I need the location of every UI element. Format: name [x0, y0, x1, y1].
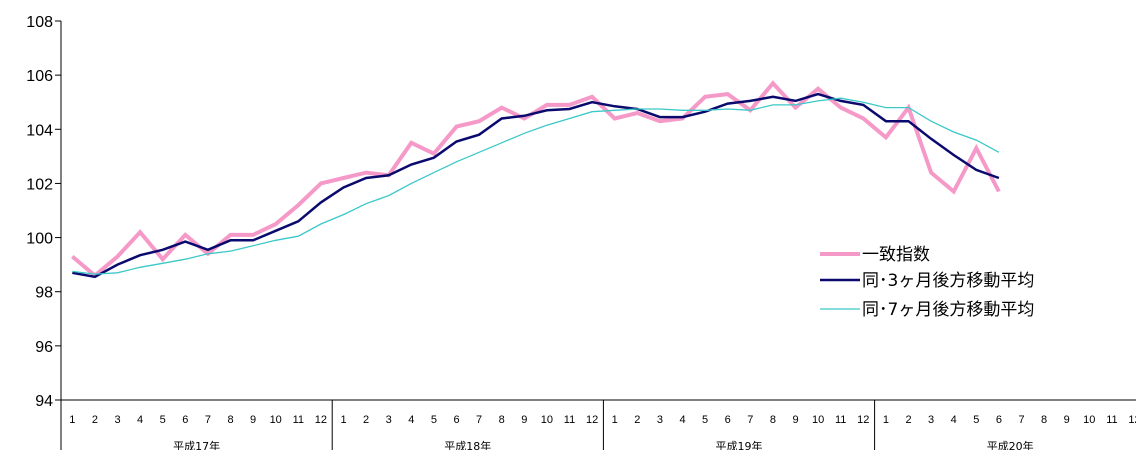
x-tick-label: 8: [227, 414, 233, 426]
y-tick-label: 108: [26, 14, 53, 31]
x-tick-label: 3: [657, 414, 663, 426]
x-tick-label: 5: [160, 414, 166, 426]
y-tick-label: 100: [26, 231, 53, 248]
x-tick-label: 7: [476, 414, 482, 426]
x-tick-label: 10: [812, 414, 824, 426]
y-axis-ticks: 94 96 98 100 102 104 106 108: [26, 14, 61, 410]
x-tick-label: 6: [725, 414, 731, 426]
x-tick-label: 8: [499, 414, 505, 426]
chart-series: [71, 80, 1001, 279]
x-axis-ticks: 1 2 3 4 5 6 7 8 9 10 11 12 1 2 3 4 5 6 7 8 9 10 11 12 1 2 3 4 5 6 7 8 9 1…: [69, 414, 1136, 426]
x-tick-label: 9: [250, 414, 256, 426]
y-tick-label: 104: [26, 122, 53, 139]
x-tick-label: 2: [363, 414, 369, 426]
x-tick-label: 10: [1083, 414, 1095, 426]
legend-label-2: 同･3ヶ月後方移動平均: [862, 271, 1034, 291]
x-tick-label: 4: [679, 414, 685, 426]
x-tick-label: 2: [905, 414, 911, 426]
x-tick-label: 6: [182, 414, 188, 426]
x-tick-label: 5: [431, 414, 437, 426]
x-tick-label: 12: [1128, 414, 1136, 426]
x-tick-label: 11: [835, 414, 846, 426]
x-tick-label: 9: [1064, 414, 1070, 426]
x-tick-label: 11: [293, 414, 304, 426]
x-tick-label: 11: [564, 414, 575, 426]
x-tick-label: 3: [386, 414, 392, 426]
x-tick-label: 2: [634, 414, 640, 426]
year-label: 平成20年: [987, 439, 1034, 450]
x-tick-label: 1: [883, 414, 889, 426]
x-tick-label: 7: [747, 414, 753, 426]
x-tick-label: 9: [792, 414, 798, 426]
x-tick-label: 10: [270, 414, 282, 426]
x-tick-label: 5: [973, 414, 979, 426]
y-tick-label: 98: [35, 285, 53, 302]
x-tick-label: 9: [521, 414, 527, 426]
x-tick-label: 3: [928, 414, 934, 426]
x-tick-label: 1: [612, 414, 618, 426]
x-tick-label: 7: [205, 414, 211, 426]
year-label: 平成17年: [173, 439, 220, 450]
x-tick-label: 12: [586, 414, 598, 426]
x-tick-label: 5: [702, 414, 708, 426]
x-tick-label: 12: [857, 414, 869, 426]
x-tick-label: 10: [541, 414, 553, 426]
y-tick-label: 94: [35, 393, 53, 410]
x-tick-label: 6: [453, 414, 459, 426]
x-tick-label: 8: [770, 414, 776, 426]
x-tick-label: 4: [951, 414, 957, 426]
chart-axes: [60, 21, 1136, 450]
year-label: 平成19年: [716, 439, 763, 450]
x-tick-label: 4: [408, 414, 414, 426]
y-tick-label: 102: [26, 176, 53, 193]
series-line-1: [71, 80, 1001, 279]
x-axis-year-labels: 平成17年 平成18年 平成19年 平成20年: [173, 400, 1034, 450]
x-tick-label: 8: [1041, 414, 1047, 426]
x-tick-label: 12: [315, 414, 327, 426]
x-tick-label: 1: [69, 414, 75, 426]
series-line-2: [72, 92, 1000, 279]
x-tick-label: 7: [1018, 414, 1024, 426]
series-line-3: [72, 97, 1000, 275]
y-tick-label: 106: [26, 68, 53, 85]
legend-label-3: 同･7ヶ月後方移動平均: [862, 300, 1034, 320]
y-tick-label: 96: [35, 339, 53, 356]
x-tick-label: 4: [137, 414, 143, 426]
x-tick-label: 11: [1106, 414, 1117, 426]
legend-label-1: 一致指数: [862, 245, 930, 265]
x-tick-label: 6: [996, 414, 1002, 426]
year-label: 平成18年: [444, 439, 491, 450]
x-tick-label: 1: [340, 414, 346, 426]
x-tick-label: 2: [92, 414, 98, 426]
x-tick-label: 3: [114, 414, 120, 426]
